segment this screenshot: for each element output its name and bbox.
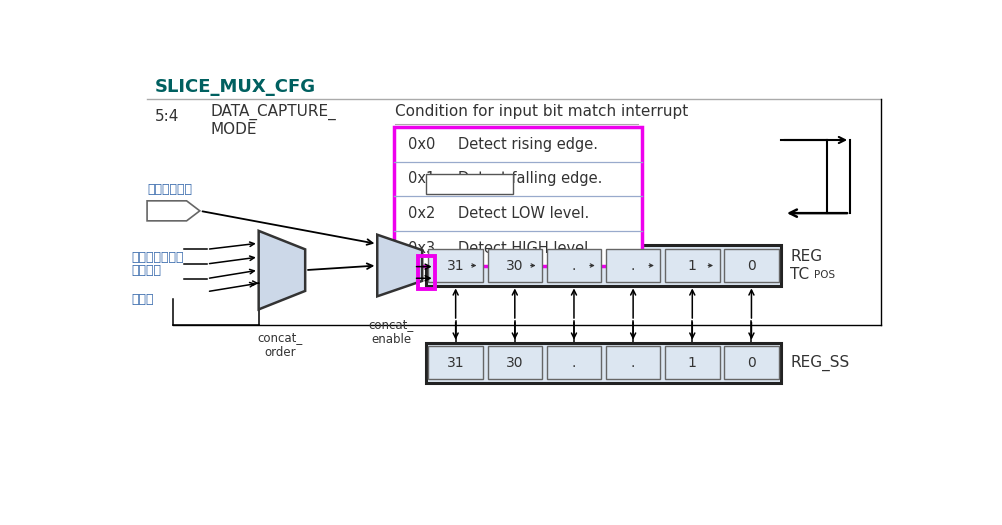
Text: 0x2: 0x2	[408, 206, 435, 221]
Bar	[664, 345, 718, 380]
Text: Detect rising edge.: Detect rising edge.	[457, 136, 597, 152]
Text: 1: 1	[687, 355, 696, 370]
Text: 串行数据输出自: 串行数据输出自	[131, 251, 184, 264]
Text: 30: 30	[506, 258, 523, 272]
Text: Detect LOW level.: Detect LOW level.	[457, 206, 588, 221]
Text: 31: 31	[447, 355, 464, 370]
Text: 0x0: 0x0	[408, 136, 435, 152]
Text: MODE: MODE	[210, 122, 257, 138]
Bar	[426, 174, 512, 194]
Bar	[723, 345, 778, 380]
Text: shift_clk: shift_clk	[432, 177, 486, 191]
Text: .: .	[630, 258, 634, 272]
Text: REG_SS: REG_SS	[790, 354, 849, 371]
Text: REG: REG	[790, 249, 822, 264]
Text: 1: 1	[687, 258, 696, 272]
Bar	[664, 248, 718, 282]
Text: 0: 0	[746, 355, 756, 370]
Bar	[426, 246, 781, 286]
Text: .: .	[571, 355, 575, 370]
Text: 31: 31	[447, 258, 464, 272]
Bar	[428, 345, 482, 380]
Text: POS: POS	[814, 270, 835, 280]
Bar	[546, 345, 600, 380]
Text: 自环回: 自环回	[131, 293, 154, 306]
Bar	[426, 342, 781, 383]
Bar	[428, 248, 482, 282]
Text: .: .	[571, 258, 575, 272]
Bar	[546, 248, 600, 282]
Bar	[487, 345, 541, 380]
Text: Detect falling edge.: Detect falling edge.	[457, 171, 601, 186]
Text: Detect HIGH level.: Detect HIGH level.	[457, 240, 592, 256]
Bar	[417, 256, 434, 289]
Text: 5:4: 5:4	[154, 109, 179, 124]
Text: Condition for input bit match interrupt: Condition for input bit match interrupt	[395, 104, 687, 119]
Text: DATA_CAPTURE_: DATA_CAPTURE_	[210, 103, 336, 120]
Text: 串行数据输入: 串行数据输入	[147, 183, 192, 196]
Bar	[605, 345, 659, 380]
Text: concat_
order: concat_ order	[258, 331, 303, 359]
Text: 其他位串: 其他位串	[131, 264, 161, 277]
Bar	[394, 127, 641, 266]
Polygon shape	[147, 201, 199, 221]
Bar	[487, 248, 541, 282]
Text: 0x1: 0x1	[408, 171, 435, 186]
Text: SLICE_MUX_CFG: SLICE_MUX_CFG	[154, 78, 316, 97]
Bar	[723, 248, 778, 282]
Polygon shape	[377, 235, 422, 296]
Text: concat_
enable: concat_ enable	[368, 318, 414, 346]
Text: 0x3: 0x3	[408, 240, 435, 256]
Polygon shape	[259, 231, 305, 309]
Text: TC: TC	[790, 267, 809, 282]
Text: 0: 0	[746, 258, 756, 272]
Text: 30: 30	[506, 355, 523, 370]
Text: .: .	[630, 355, 634, 370]
Bar	[605, 248, 659, 282]
